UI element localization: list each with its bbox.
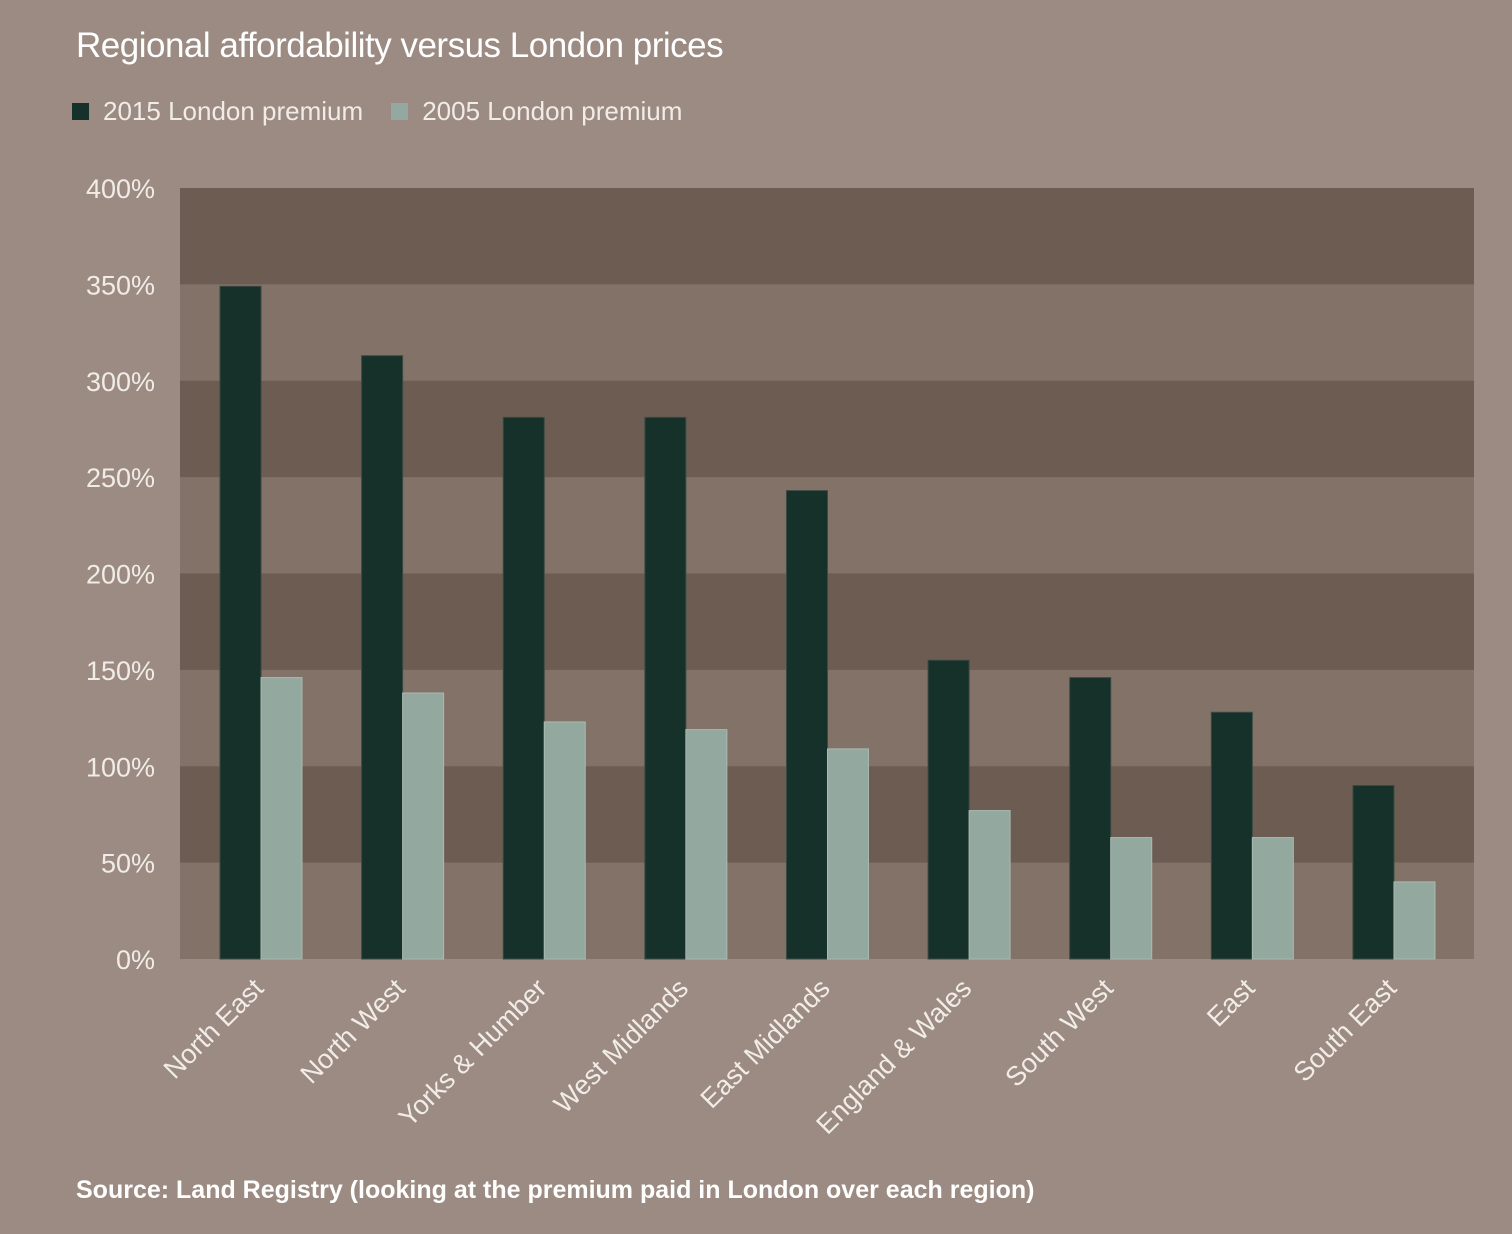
bar-2005 (260, 677, 303, 960)
bar-2015 (785, 490, 828, 960)
bar-2005 (543, 721, 586, 960)
legend-label-2005: 2005 London premium (422, 96, 683, 126)
bar-2015 (361, 355, 404, 960)
x-tick-label: Yorks & Humber (393, 973, 553, 1133)
grid-band (180, 188, 1474, 285)
x-tick-label: North West (295, 973, 412, 1090)
bar-2005 (826, 748, 869, 960)
y-tick-label: 350% (86, 270, 155, 300)
legend-label-2015: 2015 London premium (103, 96, 364, 126)
x-tick-label: West Midlands (548, 973, 694, 1119)
bar-2015 (219, 285, 262, 960)
bar-2005 (1110, 837, 1153, 960)
y-tick-label: 250% (86, 463, 155, 493)
x-tick-label: England & Wales (810, 973, 977, 1140)
legend-swatch-2005 (391, 103, 409, 120)
y-tick-label: 300% (86, 367, 155, 397)
y-tick-label: 100% (86, 752, 155, 782)
bar-2005 (402, 692, 445, 960)
x-tick-label: South West (999, 973, 1119, 1093)
bar-2015 (502, 416, 545, 960)
bar-2015 (1352, 785, 1395, 960)
bar-2005 (968, 810, 1011, 960)
bar-2015 (927, 659, 970, 960)
bar-2005 (685, 729, 728, 960)
source-note: Source: Land Registry (looking at the pr… (76, 1176, 1035, 1204)
x-tick-label: East (1201, 973, 1261, 1033)
chart-title: Regional affordability versus London pri… (76, 26, 724, 65)
bar-2015 (1069, 677, 1112, 960)
legend-swatch-2015 (72, 103, 89, 120)
y-tick-label: 50% (101, 849, 155, 879)
legend: 2015 London premium 2005 London premium (72, 96, 710, 127)
bar-2015 (1210, 711, 1253, 960)
x-tick-label: South East (1288, 973, 1403, 1088)
y-tick-label: 0% (116, 945, 155, 975)
legend-item-2015: 2015 London premium (72, 96, 363, 127)
y-tick-label: 150% (86, 656, 155, 686)
bar-2005 (1251, 837, 1294, 960)
y-tick-label: 200% (86, 560, 155, 590)
y-tick-label: 400% (86, 174, 155, 204)
x-tick-label: East Midlands (695, 973, 836, 1114)
x-tick-label: North East (158, 973, 270, 1085)
bar-2005 (1393, 881, 1436, 960)
bar-2015 (644, 416, 687, 960)
y-axis-ticks: 0% 50% 100% 150% 200% 250% 300% 350% 400% (86, 174, 155, 975)
bars (219, 285, 1436, 960)
legend-item-2005: 2005 London premium (391, 96, 682, 127)
